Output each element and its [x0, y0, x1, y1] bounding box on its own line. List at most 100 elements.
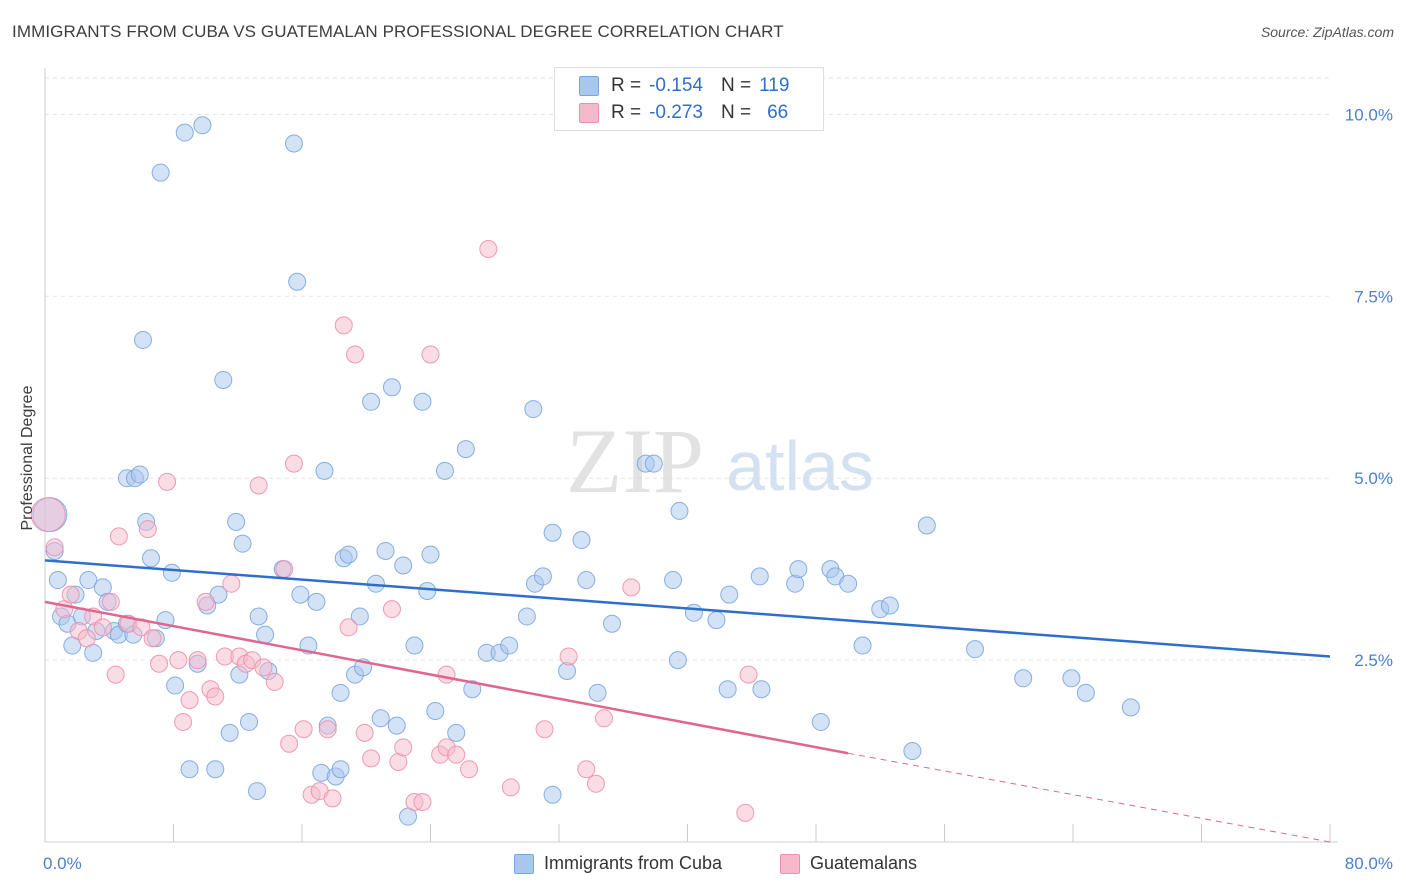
legend-item-guatemalans[interactable]: Guatemalans [780, 853, 917, 874]
point-cuba [291, 585, 310, 604]
point-guatemalans [460, 760, 479, 779]
point-guatemalans [323, 789, 342, 808]
point-guatemalans [535, 720, 554, 739]
point-cuba [307, 592, 326, 611]
legend-label-cuba: Immigrants from Cuba [544, 853, 723, 873]
point-guatemalans [106, 665, 125, 684]
stats-legend: R = -0.154 N = 119 R = -0.273 N = 66 [554, 67, 824, 131]
point-cuba [572, 531, 591, 550]
x-tick-label: 0.0% [43, 854, 82, 873]
point-cuba [720, 585, 739, 604]
series-guatemalans-points [30, 239, 758, 822]
legend-r-label: R = [611, 75, 642, 96]
point-cuba [426, 702, 445, 721]
point-cuba [853, 636, 872, 655]
point-guatemalans [437, 665, 456, 684]
y-tick-label: 2.5% [1354, 651, 1393, 670]
point-cuba [664, 571, 683, 590]
point-guatemalans [93, 618, 112, 637]
point-cuba [456, 440, 475, 459]
point-cuba [180, 760, 199, 779]
point-guatemalans [158, 472, 177, 491]
point-cuba [175, 123, 194, 142]
point-guatemalans [739, 665, 758, 684]
point-cuba [707, 611, 726, 630]
point-guatemalans [275, 560, 294, 579]
point-cuba [288, 272, 307, 291]
point-guatemalans [249, 476, 268, 495]
point-guatemalans [174, 712, 193, 731]
point-cuba [966, 640, 985, 659]
point-guatemalans [447, 745, 466, 764]
point-cuba [644, 454, 663, 473]
point-cuba [524, 400, 543, 419]
trendline-cuba [44, 559, 1331, 658]
point-guatemalans [736, 803, 755, 822]
point-cuba [371, 709, 390, 728]
point-guatemalans [30, 497, 66, 533]
point-guatemalans [394, 738, 413, 757]
point-guatemalans [577, 760, 596, 779]
point-cuba [418, 581, 437, 600]
legend-item-cuba[interactable]: Immigrants from Cuba [514, 853, 722, 874]
point-cuba [718, 680, 737, 699]
point-cuba [405, 636, 424, 655]
point-guatemalans [594, 709, 613, 728]
legend-row-guatemalans: R = -0.273 N = 66 [579, 101, 788, 125]
point-cuba [500, 636, 519, 655]
trend-lines [44, 559, 1331, 843]
point-guatemalans [143, 629, 162, 648]
point-cuba [220, 723, 239, 742]
point-guatemalans [294, 720, 313, 739]
point-cuba [903, 742, 922, 761]
legend-row-cuba: R = -0.154 N = 119 [579, 74, 789, 98]
point-guatemalans [196, 592, 215, 611]
point-cuba [362, 392, 381, 411]
y-axis-label: Professional Degree [19, 385, 36, 531]
point-guatemalans [45, 538, 64, 557]
legend-n-value: 119 [759, 75, 790, 96]
point-cuba [1062, 669, 1081, 688]
point-guatemalans [382, 600, 401, 619]
point-cuba [79, 571, 98, 590]
point-cuba [543, 523, 562, 542]
legend-swatch-guatemalans [780, 853, 800, 874]
point-cuba [133, 330, 152, 349]
series-legend: Immigrants from Cuba Guatemalans [0, 853, 1406, 877]
point-cuba [206, 760, 225, 779]
point-cuba [331, 683, 350, 702]
legend-swatch-cuba [579, 76, 599, 96]
point-cuba [577, 571, 596, 590]
tick-labels: 2.5% 5.0% 7.5% 10.0% 0.0% 80.0% [43, 105, 1393, 873]
point-cuba [151, 163, 170, 182]
point-cuba [880, 596, 899, 615]
legend-n-label: N = [720, 102, 752, 123]
point-guatemalans [206, 687, 225, 706]
point-cuba [249, 607, 268, 626]
point-cuba [588, 683, 607, 702]
source-label: Source: ZipAtlas.com [1260, 24, 1394, 40]
point-cuba [839, 574, 858, 593]
grid [45, 77, 1330, 661]
point-cuba [256, 625, 275, 644]
trendline-guatemalans-extension [848, 752, 1331, 843]
legend-label-guatemalans: Guatemalans [810, 853, 918, 873]
point-cuba [284, 134, 303, 153]
point-guatemalans [339, 618, 358, 637]
point-guatemalans [284, 454, 303, 473]
point-cuba [447, 723, 466, 742]
point-guatemalans [501, 778, 520, 797]
watermark-atlas: atlas [726, 427, 874, 505]
point-guatemalans [413, 792, 432, 811]
y-tick-label: 5.0% [1354, 469, 1393, 488]
point-guatemalans [586, 774, 605, 793]
point-guatemalans [188, 651, 207, 670]
legend-r-label: R = [611, 102, 642, 123]
point-cuba [750, 567, 769, 586]
trendline-guatemalans [44, 600, 849, 755]
legend-r-value: -0.154 [649, 75, 703, 96]
legend-r-value: -0.273 [649, 102, 703, 123]
point-guatemalans [265, 672, 284, 691]
point-guatemalans [622, 578, 641, 597]
